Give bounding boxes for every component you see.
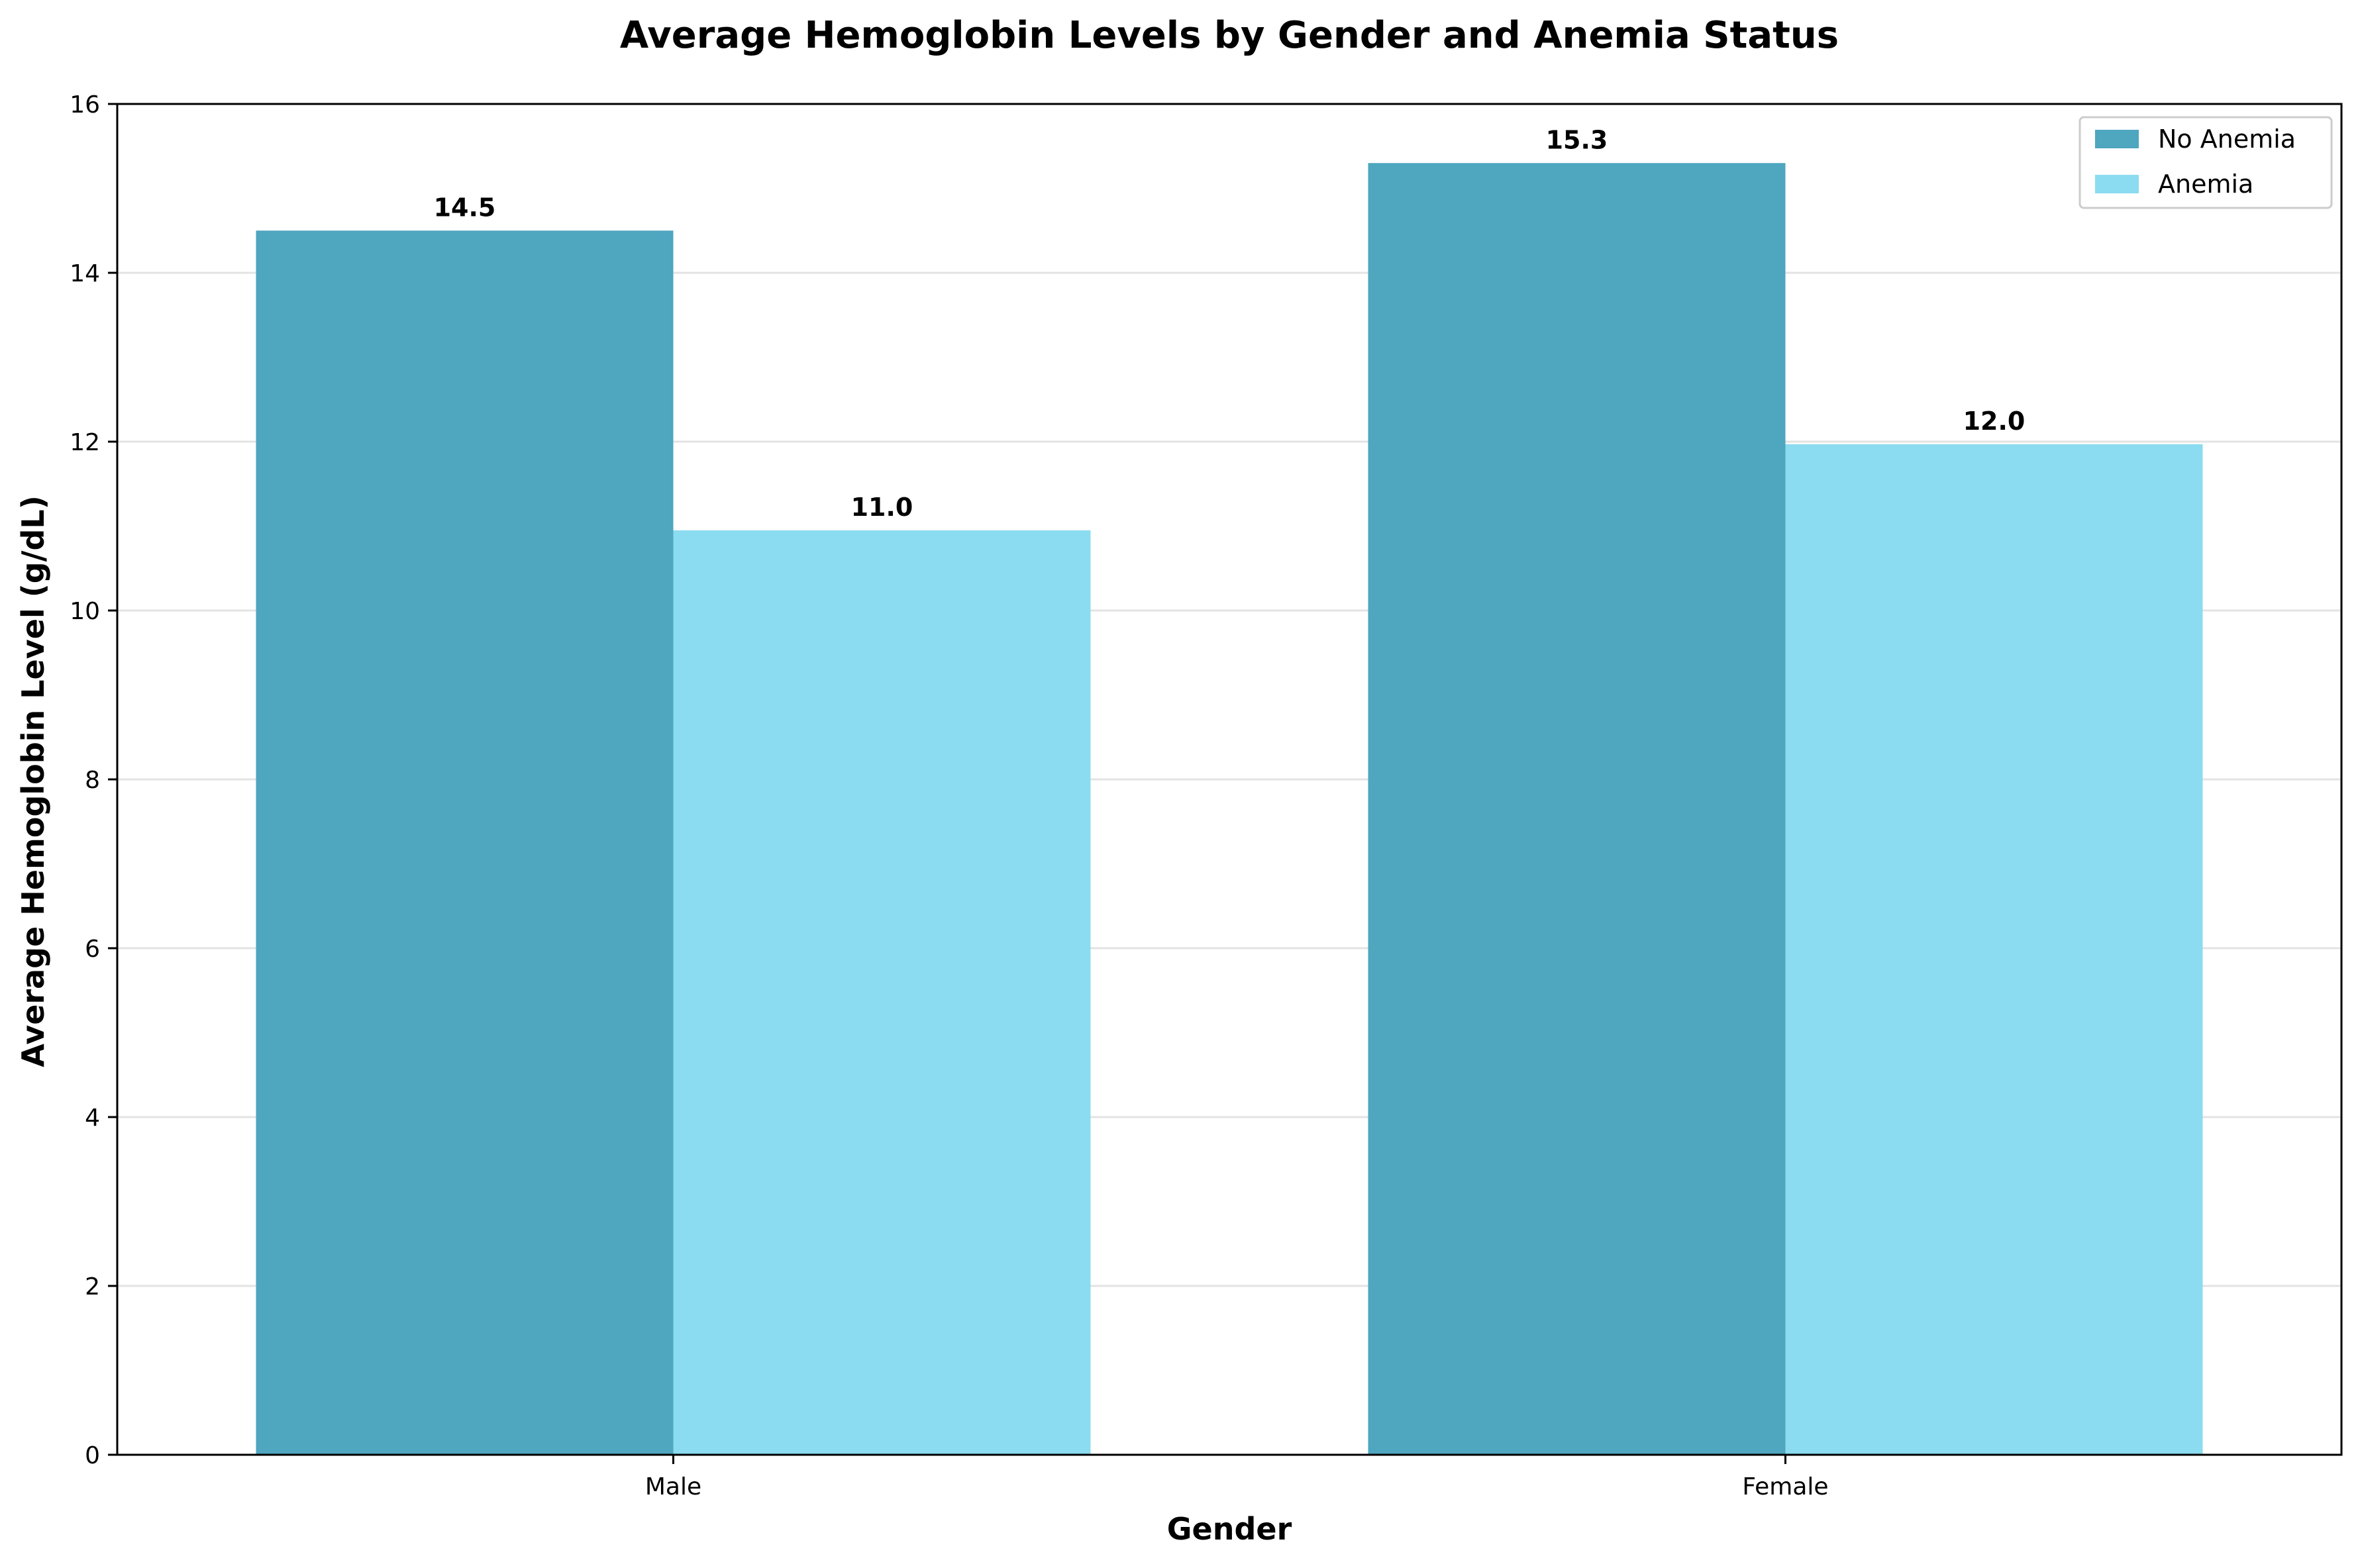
x-axis-label: Gender	[1167, 1511, 1292, 1547]
y-axis-ticks: 0 2 4 6 8 10 12 14 16	[70, 91, 117, 1469]
chart-title: Average Hemoglobin Levels by Gender and …	[620, 14, 1839, 57]
y-tick-label: 0	[85, 1442, 100, 1469]
legend-swatch-no-anemia	[2095, 130, 2139, 148]
legend-label-no-anemia: No Anemia	[2158, 124, 2296, 154]
legend-label-anemia: Anemia	[2158, 170, 2253, 199]
y-tick-label: 4	[85, 1104, 100, 1132]
y-tick-label: 14	[70, 260, 100, 287]
y-tick-label: 8	[85, 767, 100, 794]
x-tick-label: Female	[1742, 1473, 1828, 1500]
y-axis-label: Average Hemoglobin Level (g/dL)	[15, 495, 51, 1067]
data-label: 12.0	[1963, 407, 2026, 436]
bars	[256, 163, 2203, 1455]
x-tick-label: Male	[645, 1473, 701, 1500]
data-label: 14.5	[434, 193, 496, 222]
y-tick-label: 2	[85, 1273, 100, 1300]
bar-male-no-anemia	[256, 230, 674, 1455]
y-tick-label: 10	[70, 598, 100, 625]
data-labels: 14.5 11.0 15.3 12.0	[434, 125, 2026, 522]
data-label: 11.0	[851, 493, 913, 522]
y-tick-label: 16	[70, 91, 100, 119]
data-label: 15.3	[1546, 125, 1608, 154]
y-tick-label: 6	[85, 936, 100, 963]
legend-swatch-anemia	[2095, 175, 2139, 193]
x-axis-ticks: Male Female	[645, 1455, 1829, 1500]
bar-male-anemia	[673, 530, 1091, 1455]
legend-frame	[2078, 116, 2333, 209]
legend: No Anemia Anemia	[2078, 116, 2333, 209]
bar-female-no-anemia	[1368, 163, 1786, 1455]
y-tick-label: 12	[70, 429, 100, 456]
bar-female-anemia	[1785, 444, 2203, 1455]
